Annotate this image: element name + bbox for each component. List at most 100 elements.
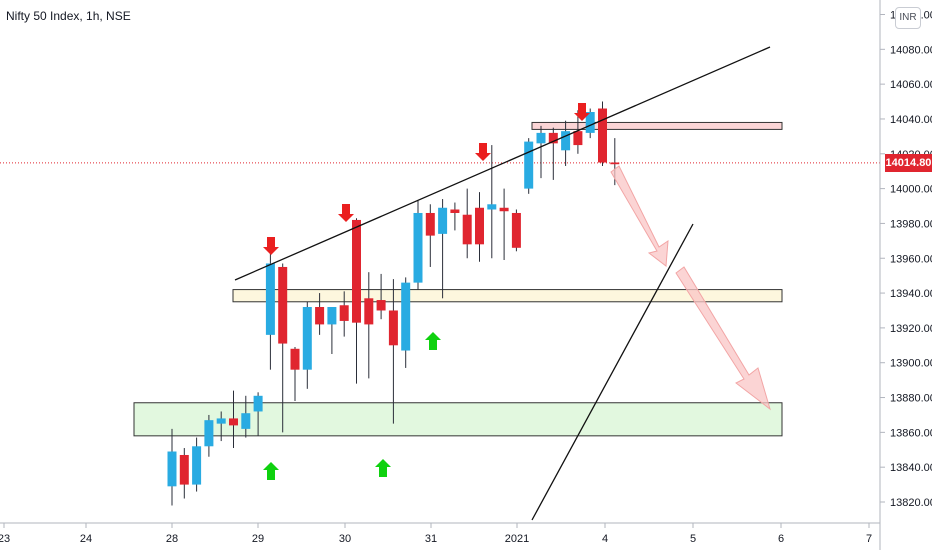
- candle: [204, 414, 214, 457]
- candle-body: [352, 219, 361, 323]
- candle: [253, 392, 263, 436]
- candle-body: [290, 348, 300, 370]
- candle-body: [388, 310, 398, 346]
- x-tick-label: 4: [602, 533, 608, 545]
- candle-body: [265, 263, 275, 335]
- candle-body: [401, 282, 411, 351]
- y-tick-label: 14000.00: [890, 184, 932, 196]
- candle: [290, 347, 300, 402]
- candle-body: [425, 212, 435, 236]
- candle-body: [524, 141, 534, 189]
- candle-body: [167, 451, 177, 487]
- candle-body: [364, 298, 374, 325]
- candle-body: [450, 209, 460, 213]
- candle-body: [204, 420, 214, 447]
- buy-arrow-icon: [263, 462, 279, 480]
- candle-body: [376, 300, 386, 311]
- candle: [364, 272, 374, 379]
- sell-arrow-icon: [475, 143, 491, 161]
- candle: [438, 199, 448, 299]
- y-tick-label: 13960.00: [890, 253, 932, 265]
- x-tick-label: 31: [425, 533, 437, 545]
- candle: [425, 204, 435, 267]
- candle: [548, 127, 558, 180]
- x-tick-label: 23: [0, 533, 10, 545]
- resistance-zone: [531, 121, 783, 130]
- candle: [241, 395, 251, 438]
- candle: [573, 110, 583, 154]
- candle-body: [179, 454, 189, 485]
- currency-badge[interactable]: INR: [895, 7, 921, 29]
- candle-body: [192, 446, 202, 485]
- x-tick-label: 24: [80, 533, 92, 545]
- x-tick-label: 7: [866, 533, 872, 545]
- candle-body: [339, 305, 349, 321]
- projection-arrow: [610, 165, 771, 411]
- candle: [462, 188, 472, 259]
- candle-body: [487, 204, 497, 210]
- candle: [524, 138, 534, 194]
- y-tick-label: 13880.00: [890, 393, 932, 405]
- y-tick-label: 13940.00: [890, 288, 932, 300]
- y-tick-label: 13900.00: [890, 358, 932, 370]
- candle-body: [598, 108, 607, 163]
- candle: [327, 307, 337, 355]
- candle: [376, 273, 386, 320]
- sell-arrow-icon: [338, 204, 354, 222]
- candle-body: [462, 214, 472, 245]
- drawings: [234, 46, 771, 521]
- candle-body: [573, 131, 583, 146]
- candle: [487, 145, 497, 259]
- candle: [339, 291, 349, 337]
- y-tick-label: 14060.00: [890, 79, 932, 91]
- candle-body: [438, 207, 448, 234]
- candle: [179, 448, 189, 499]
- candle: [388, 279, 398, 424]
- candle: [536, 125, 546, 179]
- candle: [511, 209, 521, 252]
- candle-body: [278, 266, 288, 344]
- candle-body: [499, 207, 509, 212]
- y-tick-label: 13980.00: [890, 218, 932, 230]
- candle-body: [302, 307, 312, 370]
- y-tick-label: 13920.00: [890, 323, 932, 335]
- y-tick-label: 13840.00: [890, 462, 932, 474]
- candle-body: [511, 212, 521, 248]
- candle-body: [413, 212, 423, 283]
- candle: [229, 390, 238, 449]
- y-tick-label: 13860.00: [890, 427, 932, 439]
- candle: [413, 200, 423, 290]
- candle-body: [315, 307, 325, 325]
- candle-body: [548, 132, 558, 144]
- candle-body: [216, 418, 226, 424]
- candle-body: [229, 418, 238, 426]
- x-tick-label: 28: [166, 533, 178, 545]
- candle: [401, 277, 411, 368]
- candle-body: [561, 131, 571, 151]
- candle-body: [327, 307, 337, 325]
- candle: [450, 202, 460, 231]
- candle-body: [536, 132, 546, 144]
- x-tick-label: 5: [690, 533, 696, 545]
- candle: [598, 101, 607, 166]
- sell-arrow-icon: [574, 103, 590, 121]
- candles: [167, 101, 620, 506]
- candle-body: [610, 162, 620, 165]
- candle: [585, 108, 595, 139]
- x-tick-label: 2021: [505, 533, 529, 545]
- signal-arrows: [263, 103, 590, 480]
- chart-title: Nifty 50 Index, 1h, NSE: [6, 9, 131, 23]
- candle: [278, 263, 288, 433]
- candle: [192, 437, 202, 492]
- candle-body: [253, 395, 263, 412]
- buy-arrow-icon: [375, 459, 391, 477]
- candle: [315, 293, 325, 335]
- sell-arrow-icon: [263, 237, 279, 255]
- candle: [475, 192, 484, 262]
- upper-trendline: [234, 46, 771, 281]
- candle: [167, 428, 177, 506]
- x-tick-label: 30: [339, 533, 351, 545]
- y-tick-label: 14080.00: [890, 44, 932, 56]
